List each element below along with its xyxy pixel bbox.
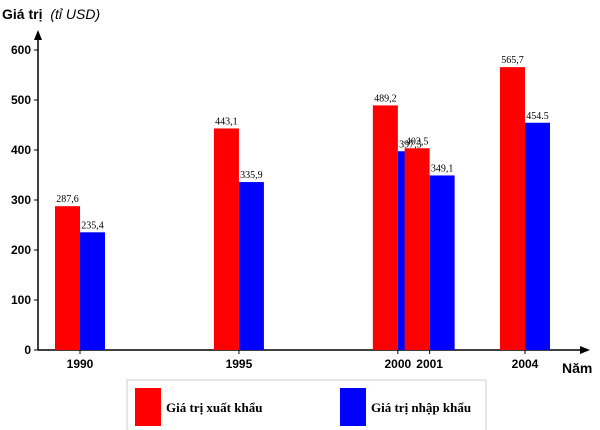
axes: 0 100 200 300 400 500 600 [11,30,590,357]
bar-export [372,105,398,351]
bar-export [55,206,80,350]
legend-swatch-import [340,388,366,426]
x-tick-label: 2001 [416,357,443,371]
legend-label-export: Giá trị xuất khẩu [166,400,262,415]
data-label-export: 287,6 [56,194,79,205]
y-tick-label: 200 [11,243,31,257]
y-tick-label: 500 [11,93,31,107]
y-tick-label: 400 [11,143,31,157]
data-label-import: 235,4 [81,220,104,231]
bar-export [404,148,430,350]
y-axis-unit: (tỉ USD) [50,6,100,22]
bar-import [429,175,455,350]
x-tick-label: 2000 [385,357,412,371]
data-label-export: 565,7 [501,55,524,66]
x-axis-arrow [580,346,590,354]
x-axis-title: Năm [562,360,592,376]
data-label-import: 454.5 [526,111,549,122]
legend-label-import: Giá trị nhập khẩu [371,400,471,415]
x-tick-labels: 1990 1995 2000 2001 2004 [67,350,539,371]
data-label-export: 403,5 [406,136,429,147]
y-tick-label: 300 [11,193,31,207]
legend-box [126,379,487,430]
data-label-export: 443,1 [215,116,238,127]
data-label-import: 349,1 [431,163,454,174]
y-tick-label: 100 [11,293,31,307]
data-label-import: 397,5 [399,139,422,150]
y-axis-label: Giá trị [2,6,42,22]
x-tick-label: 1995 [226,357,253,371]
bar-import [238,182,264,350]
data-label-import: 335,9 [240,170,263,181]
legend: Giá trị xuất khẩu Giá trị nhập khẩu [126,379,487,430]
bar-import [80,232,105,350]
x-tick-label: 2004 [512,357,539,371]
y-tick-label: 0 [24,343,31,357]
y-axis-arrow [34,30,42,40]
bar-export [213,128,239,350]
x-tick-label: 1990 [67,357,94,371]
bar-export [500,67,525,351]
data-label-export: 489,2 [374,93,397,104]
y-tick-label: 600 [11,43,31,57]
bar-import [525,122,550,350]
y-axis-title: Giá trị (tỉ USD) [2,6,100,22]
legend-swatch-export [135,388,161,426]
